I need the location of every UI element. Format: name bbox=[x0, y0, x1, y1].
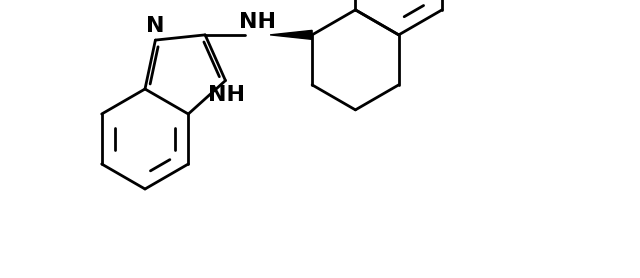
Polygon shape bbox=[270, 30, 312, 39]
Text: NH: NH bbox=[208, 85, 245, 105]
Text: N: N bbox=[146, 16, 164, 36]
Text: NH: NH bbox=[239, 12, 276, 32]
